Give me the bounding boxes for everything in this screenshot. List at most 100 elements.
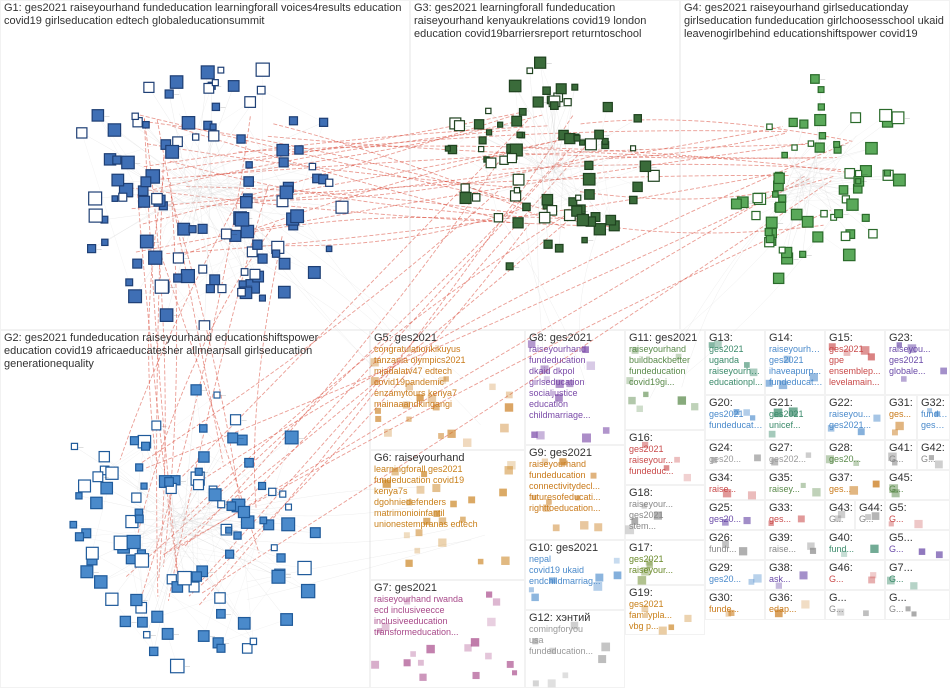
network-node[interactable] xyxy=(460,517,466,523)
network-node[interactable] xyxy=(512,670,517,675)
network-node[interactable] xyxy=(593,582,602,591)
network-node[interactable] xyxy=(595,574,603,582)
network-node[interactable] xyxy=(214,392,220,398)
network-node[interactable] xyxy=(210,275,220,285)
network-node[interactable] xyxy=(872,512,880,520)
network-node[interactable] xyxy=(880,109,892,121)
network-node[interactable] xyxy=(486,108,491,113)
network-node[interactable] xyxy=(112,196,118,202)
network-node[interactable] xyxy=(406,499,412,505)
network-node[interactable] xyxy=(517,132,522,137)
network-node[interactable] xyxy=(131,594,142,605)
network-node[interactable] xyxy=(739,547,747,555)
network-node[interactable] xyxy=(260,517,267,524)
network-node[interactable] xyxy=(632,347,639,354)
network-node[interactable] xyxy=(235,213,248,226)
network-node[interactable] xyxy=(450,501,457,508)
network-node[interactable] xyxy=(209,131,219,141)
network-node[interactable] xyxy=(160,309,173,322)
network-node[interactable] xyxy=(776,202,786,212)
network-node[interactable] xyxy=(531,432,537,438)
network-node[interactable] xyxy=(628,397,635,404)
network-node[interactable] xyxy=(507,661,514,668)
network-node[interactable] xyxy=(258,254,267,263)
network-node[interactable] xyxy=(215,593,225,603)
network-node[interactable] xyxy=(479,137,486,144)
network-node[interactable] xyxy=(406,417,411,422)
network-node[interactable] xyxy=(765,229,772,236)
network-node[interactable] xyxy=(76,493,82,499)
network-node[interactable] xyxy=(99,452,109,462)
network-node[interactable] xyxy=(285,431,298,444)
network-node[interactable] xyxy=(744,517,751,524)
network-node[interactable] xyxy=(826,455,834,463)
network-node[interactable] xyxy=(791,209,802,220)
network-node[interactable] xyxy=(447,430,455,438)
network-node[interactable] xyxy=(779,247,785,253)
network-node[interactable] xyxy=(138,186,148,196)
network-node[interactable] xyxy=(487,618,495,626)
network-node[interactable] xyxy=(463,438,471,446)
network-node[interactable] xyxy=(439,377,446,384)
network-node[interactable] xyxy=(277,554,285,562)
network-node[interactable] xyxy=(556,84,566,94)
network-node[interactable] xyxy=(744,362,750,368)
network-node[interactable] xyxy=(438,433,444,439)
network-node[interactable] xyxy=(281,614,293,626)
network-node[interactable] xyxy=(120,616,130,626)
network-node[interactable] xyxy=(774,273,784,283)
network-node[interactable] xyxy=(591,473,597,479)
network-node[interactable] xyxy=(754,454,761,461)
network-node[interactable] xyxy=(272,570,285,583)
network-node[interactable] xyxy=(583,174,594,185)
network-node[interactable] xyxy=(630,196,637,203)
network-node[interactable] xyxy=(779,381,787,389)
network-node[interactable] xyxy=(815,143,824,152)
network-node[interactable] xyxy=(565,134,575,144)
network-node[interactable] xyxy=(873,415,880,422)
network-node[interactable] xyxy=(92,110,103,121)
network-node[interactable] xyxy=(892,460,897,465)
network-node[interactable] xyxy=(326,179,333,186)
network-node[interactable] xyxy=(808,141,813,146)
network-node[interactable] xyxy=(835,210,843,218)
network-node[interactable] xyxy=(199,321,210,330)
network-node[interactable] xyxy=(439,517,446,524)
network-node[interactable] xyxy=(821,210,827,216)
network-node[interactable] xyxy=(550,577,556,583)
network-node[interactable] xyxy=(601,643,610,652)
network-node[interactable] xyxy=(863,610,869,616)
network-node[interactable] xyxy=(519,109,526,116)
network-node[interactable] xyxy=(375,416,381,422)
network-node[interactable] xyxy=(512,116,522,126)
network-node[interactable] xyxy=(198,631,209,642)
network-node[interactable] xyxy=(91,497,102,508)
network-node[interactable] xyxy=(799,571,807,579)
network-node[interactable] xyxy=(298,561,311,574)
network-node[interactable] xyxy=(595,130,604,139)
network-node[interactable] xyxy=(773,192,778,197)
network-node[interactable] xyxy=(614,558,620,564)
network-node[interactable] xyxy=(133,259,142,268)
network-node[interactable] xyxy=(844,349,851,356)
network-node[interactable] xyxy=(259,482,266,489)
network-node[interactable] xyxy=(782,152,787,157)
network-node[interactable] xyxy=(143,122,149,128)
network-node[interactable] xyxy=(136,464,143,471)
network-node[interactable] xyxy=(564,99,571,106)
network-node[interactable] xyxy=(246,162,252,168)
network-node[interactable] xyxy=(580,521,588,529)
network-node[interactable] xyxy=(676,354,682,360)
network-node[interactable] xyxy=(141,483,147,489)
network-node[interactable] xyxy=(856,179,861,184)
network-node[interactable] xyxy=(506,263,513,270)
network-node[interactable] xyxy=(546,499,552,505)
network-node[interactable] xyxy=(851,113,861,123)
network-node[interactable] xyxy=(927,408,932,413)
network-node[interactable] xyxy=(478,559,484,565)
network-node[interactable] xyxy=(486,130,491,135)
network-node[interactable] xyxy=(535,57,546,68)
network-node[interactable] xyxy=(892,429,898,435)
network-node[interactable] xyxy=(89,192,102,205)
network-node[interactable] xyxy=(895,422,903,430)
